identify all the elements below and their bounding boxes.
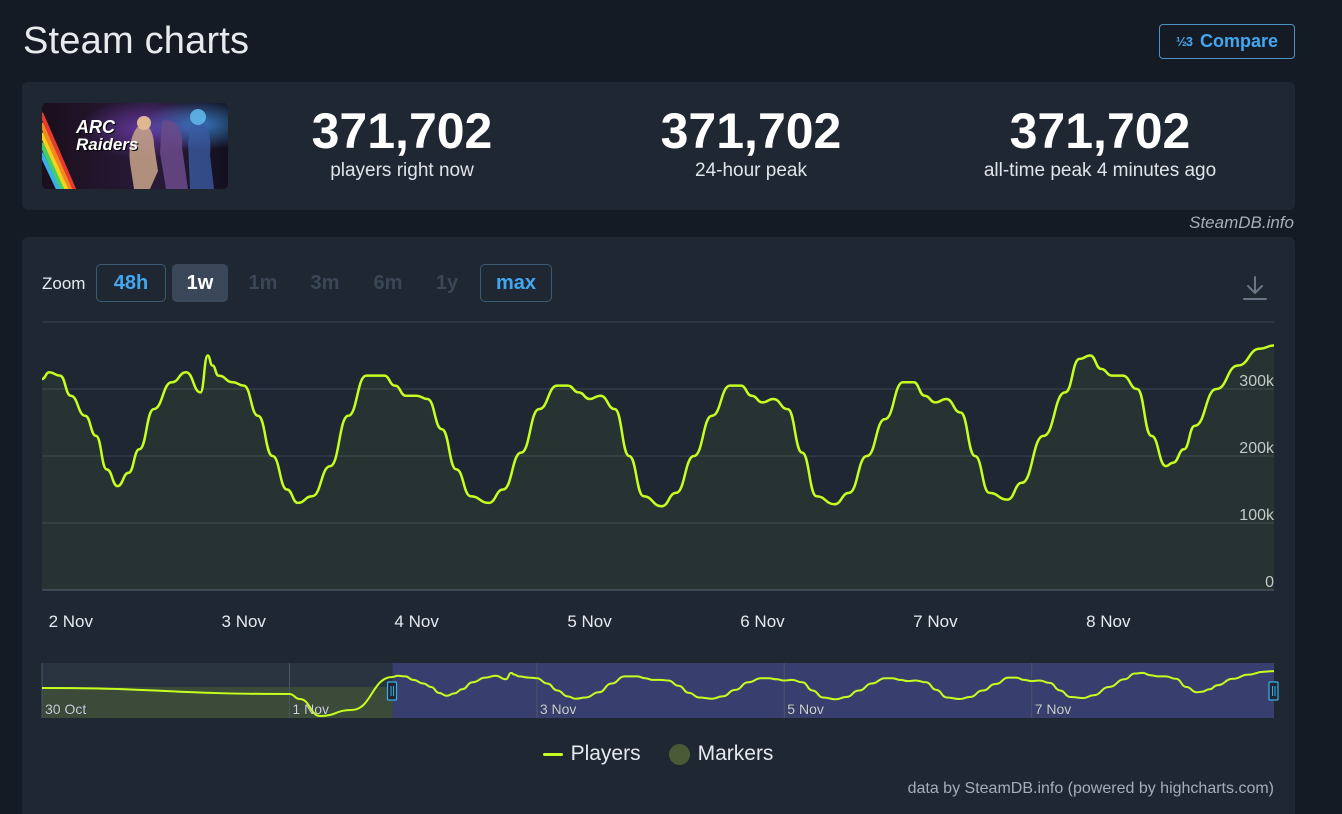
- navigator-handle-0: [386, 681, 398, 701]
- y-tick-label: 100k: [1239, 507, 1275, 524]
- zoom-button-48h[interactable]: 48h: [96, 264, 166, 302]
- legend-item-players[interactable]: Players: [542, 742, 641, 766]
- navigator-selection: [392, 663, 1274, 718]
- navigator-markers-area: [42, 687, 393, 718]
- navigator-x-label: 7 Nov: [1035, 701, 1072, 717]
- zoom-button-1m: 1m: [248, 271, 278, 294]
- game-logo-text-1: ARC: [76, 117, 115, 137]
- game-capsule-image[interactable]: ARC Raiders: [42, 103, 228, 189]
- navigator-x-label: 30 Oct: [45, 701, 86, 717]
- legend-markers-swatch: [668, 743, 690, 765]
- y-tick-label: 200k: [1239, 440, 1275, 457]
- x-tick-label: 2 Nov: [49, 612, 94, 631]
- chart-legend: Players Markers: [0, 742, 1316, 766]
- stat-all-time-value: 371,702: [1009, 103, 1191, 159]
- players-line: [41, 344, 1275, 508]
- x-tick-label: 8 Nov: [1086, 612, 1131, 631]
- y-tick-label: 0: [1265, 574, 1274, 591]
- navigator-x-label: 5 Nov: [787, 701, 824, 717]
- zoom-label: Zoom: [42, 274, 86, 293]
- stat-all-time-peak: 371,702 all-time peak 4 minutes ago: [940, 102, 1260, 182]
- stats-panel: ARC Raiders 371,702 players right now 37…: [22, 82, 1295, 210]
- stat-24h-value: 371,702: [660, 103, 842, 159]
- zoom-button-1w[interactable]: 1w: [172, 264, 228, 302]
- stat-24h-label: 24-hour peak: [695, 160, 807, 181]
- legend-players-label: Players: [570, 742, 641, 765]
- download-icon[interactable]: [1240, 273, 1270, 303]
- compare-button-label: Compare: [1200, 31, 1279, 51]
- navigator-handle-1: [1268, 681, 1279, 701]
- zoom-button-max[interactable]: max: [480, 264, 552, 302]
- y-tick-label: 300k: [1239, 373, 1275, 390]
- legend-markers-label: Markers: [697, 742, 774, 765]
- page-title: Steam charts: [23, 20, 250, 62]
- zoom-button-1y: 1y: [435, 271, 459, 294]
- x-tick-label: 3 Nov: [222, 612, 267, 631]
- x-tick-label: 6 Nov: [740, 612, 785, 631]
- navigator-line: [41, 670, 1275, 718]
- game-logo-art: [42, 103, 228, 189]
- compare-button[interactable]: ½3 Compare: [1159, 24, 1295, 59]
- stat-current-value: 371,702: [311, 103, 493, 159]
- legend-players-swatch: [542, 752, 563, 756]
- navigator-x-label: 3 Nov: [540, 701, 577, 717]
- players-area: [42, 345, 1274, 590]
- stat-current-players: 371,702 players right now: [242, 102, 562, 182]
- compare-icon: ½3: [1175, 34, 1193, 49]
- stat-all-time-label: all-time peak 4 minutes ago: [983, 160, 1217, 181]
- credit-steamdb[interactable]: SteamDB.info: [1189, 213, 1294, 232]
- stat-current-label: players right now: [330, 160, 474, 181]
- stat-24h-peak: 371,702 24-hour peak: [591, 102, 911, 182]
- x-tick-label: 7 Nov: [913, 612, 958, 631]
- x-tick-label: 4 Nov: [394, 612, 439, 631]
- credit-highcharts[interactable]: data by SteamDB.info (powered by highcha…: [907, 780, 1274, 797]
- legend-item-markers[interactable]: Markers: [668, 742, 774, 766]
- game-logo-text-2: Raiders: [76, 135, 139, 154]
- zoom-button-3m: 3m: [310, 271, 340, 294]
- zoom-button-6m: 6m: [373, 271, 403, 294]
- x-tick-label: 5 Nov: [567, 612, 612, 631]
